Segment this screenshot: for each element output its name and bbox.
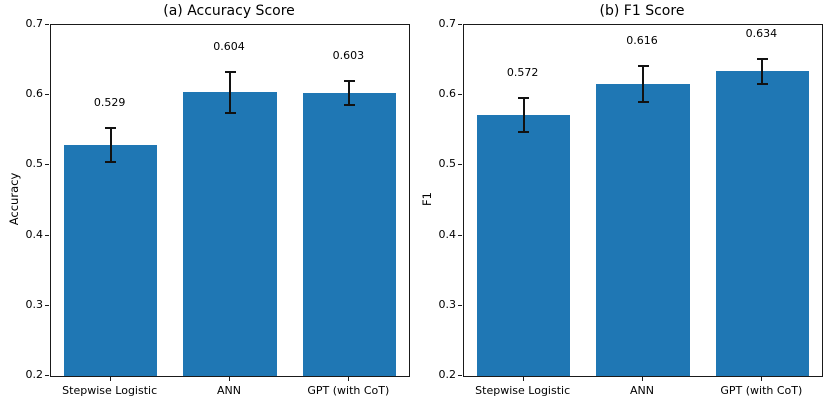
plot-area-accuracy <box>50 24 410 377</box>
error-cap-bottom <box>224 112 236 115</box>
bar-value-label: 0.604 <box>213 39 245 53</box>
x-tick-label: ANN <box>217 384 241 397</box>
error-cap-bottom <box>518 131 530 134</box>
y-tick-label: 0.5 <box>438 157 457 171</box>
y-axis-label-f1: F1 <box>420 192 434 206</box>
error-bar <box>105 127 117 163</box>
error-cap-bottom <box>637 100 649 103</box>
y-tick-mark <box>45 24 49 25</box>
y-tick-mark <box>458 94 462 96</box>
bar-stepwise-logistic <box>64 145 158 376</box>
bar-value-label: 0.529 <box>93 96 126 110</box>
error-cap-bottom <box>105 160 117 163</box>
subplot-f1: (b) F1 Score F1 0.572 Stepwise Logistic 0.… <box>413 0 833 409</box>
y-tick-label: 0.7 <box>25 17 44 30</box>
error-stem <box>109 127 112 163</box>
error-cap-bottom <box>343 103 355 106</box>
bar-value-label: 0.572 <box>506 65 539 79</box>
subplot-accuracy-title: (a) Accuracy Score <box>163 3 295 19</box>
x-tick-label: Stepwise Logistic <box>475 384 571 397</box>
bar-value-label: 0.616 <box>626 34 658 47</box>
y-tick-mark <box>458 375 462 376</box>
bar-stepwise-logistic <box>477 114 571 376</box>
x-tick-mark <box>348 377 350 381</box>
x-tick-label: GPT (with CoT) <box>307 384 390 397</box>
error-bar <box>224 70 236 115</box>
y-tick-label: 0.4 <box>25 227 44 241</box>
bar-value-label: 0.634 <box>745 26 778 40</box>
x-tick-label: Stepwise Logistic <box>62 384 158 397</box>
y-tick-mark <box>45 234 49 236</box>
x-tick-mark <box>522 377 524 381</box>
y-tick-mark <box>45 94 49 96</box>
y-tick-mark <box>45 304 49 306</box>
x-tick-mark <box>109 377 111 381</box>
x-tick-mark <box>761 377 763 381</box>
y-tick-label: 0.6 <box>438 87 457 101</box>
bar-gpt-with-cot- <box>302 93 396 376</box>
error-stem <box>522 96 525 134</box>
error-stem <box>642 65 644 103</box>
y-tick-mark <box>458 164 462 166</box>
y-tick-mark <box>458 24 462 25</box>
bar-gpt-with-cot- <box>715 71 809 376</box>
plot-area-f1 <box>463 24 823 377</box>
bar-ann <box>596 83 690 376</box>
error-stem <box>761 57 764 85</box>
error-bar <box>756 57 768 85</box>
x-tick-label: GPT (with CoT) <box>720 384 803 397</box>
y-tick-label: 0.4 <box>438 227 457 241</box>
x-tick-mark <box>642 377 643 381</box>
x-tick-mark <box>229 377 230 381</box>
error-stem <box>348 80 351 106</box>
bar-value-label: 0.603 <box>332 49 365 63</box>
y-tick-label: 0.3 <box>438 297 457 311</box>
bar-ann <box>183 92 277 376</box>
subplot-accuracy: (a) Accuracy Score Accuracy 0.529 Stepwis… <box>0 0 413 409</box>
y-tick-label: 0.7 <box>438 17 457 30</box>
error-stem <box>229 70 231 115</box>
y-tick-mark <box>458 234 462 236</box>
error-bar <box>343 80 355 106</box>
y-axis-label-accuracy: Accuracy <box>7 172 21 226</box>
y-tick-label: 0.5 <box>25 157 44 171</box>
y-tick-label: 0.2 <box>438 368 457 381</box>
y-tick-label: 0.2 <box>25 368 44 381</box>
error-bar <box>518 96 530 134</box>
y-tick-mark <box>45 164 49 166</box>
y-tick-mark <box>45 375 49 376</box>
subplot-f1-title: (b) F1 Score <box>599 3 685 19</box>
x-tick-label: ANN <box>630 384 654 397</box>
y-tick-label: 0.3 <box>25 297 44 311</box>
error-bar <box>637 65 649 103</box>
y-tick-label: 0.6 <box>25 87 44 101</box>
y-tick-mark <box>458 304 462 306</box>
error-cap-bottom <box>756 82 768 85</box>
